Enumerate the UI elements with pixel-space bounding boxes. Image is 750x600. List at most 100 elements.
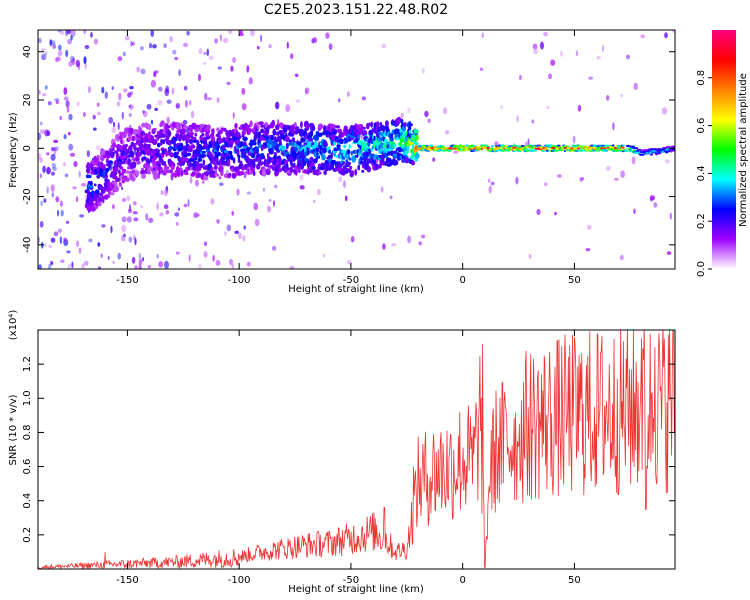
spectrogram-noise-cell: [171, 87, 175, 95]
spectrogram-ridge-cell: [261, 170, 267, 177]
spectrogram-ridge-cell: [205, 170, 209, 177]
spectrogram-noise-cell: [158, 86, 163, 92]
spectrogram-ridge-cell: [167, 131, 172, 136]
spectrogram-noise-cell: [527, 138, 530, 147]
spectrogram-ridge-cell: [246, 146, 251, 152]
spectrogram-ridge-cell: [192, 139, 198, 143]
spectrogram-ridge-cell: [177, 170, 181, 178]
spectrogram-noise-cell: [101, 224, 106, 228]
snr-x-ticks: -150 -100 -50 0 50: [116, 330, 581, 586]
spectrogram-noise-cell: [128, 236, 133, 243]
spectrogram-ridge-cell: [261, 155, 266, 160]
spectrogram-noise-cell: [241, 87, 246, 95]
spectrogram-noise-cell: [633, 208, 636, 214]
spectrogram-noise-cell: [126, 195, 131, 202]
spectrogram-noise-cell: [45, 51, 48, 55]
x-tick-label: -100: [228, 275, 251, 286]
spectrogram-ridge-cell: [128, 157, 131, 165]
spectrogram-ridge-cell: [96, 157, 100, 164]
spectrogram-ridge-cell: [297, 141, 302, 146]
spectrogram-noise-cell: [540, 41, 544, 50]
spectrogram-ridge-cell: [227, 159, 231, 165]
spectrogram-x-ticks: -150 -100 -50 0 50: [116, 30, 581, 286]
spectrogram-noise-cell: [121, 186, 124, 190]
spectrogram-noise-cell: [71, 57, 76, 66]
spectrogram-ridge-cell: [165, 166, 170, 170]
spectrogram-ridge-cell: [307, 137, 314, 142]
spectrogram-ridge-cell: [207, 129, 211, 134]
spectrogram-ridge-cell: [193, 136, 197, 141]
spectrogram-noise-cell: [183, 85, 188, 91]
spectrogram-noise-cell: [83, 56, 87, 65]
spectrogram-ridge-cell: [351, 156, 356, 163]
spectrogram-noise-cell: [190, 110, 195, 119]
spectrogram-noise-cell: [163, 43, 167, 49]
spectrogram-noise-cell: [43, 243, 47, 247]
spectrogram-noise-cell: [216, 97, 220, 104]
spectrogram-ridge-cell: [180, 143, 184, 149]
spectrogram-ridge-cell: [214, 164, 218, 170]
spectrogram-noise-cell: [122, 51, 126, 57]
spectrogram-noise-cell: [104, 91, 109, 99]
colorbar-tick-label: 0.0: [696, 261, 707, 277]
spectrogram-ridge-cell: [125, 159, 128, 165]
spectrogram-noise-cell: [317, 188, 321, 196]
spectrogram-noise-cell: [60, 209, 64, 217]
spectrogram-noise-cell: [140, 68, 146, 75]
spectrogram-ridge-cell: [298, 169, 301, 173]
y-tick-label: 0.6: [22, 459, 33, 475]
spectrogram-noise-cell: [215, 259, 221, 266]
spectrogram-ridge-cell: [173, 142, 177, 147]
spectrogram-noise-cell: [156, 253, 159, 259]
spectrogram-ridge-cell: [222, 145, 226, 150]
spectrogram-noise-cell: [38, 152, 42, 160]
spectrogram-noise-cell: [407, 107, 411, 114]
spectrogram-noise-cell: [64, 173, 69, 178]
spectrogram-noise-cell: [172, 49, 177, 55]
spectrogram-ridge-cell: [180, 156, 186, 163]
spectrogram-noise-cell: [159, 212, 164, 217]
spectrogram-noise-cell: [661, 107, 668, 115]
spectrogram-noise-cell: [148, 217, 154, 223]
spectrogram-noise-cell: [274, 184, 278, 189]
spectrogram-ridge-cell: [238, 135, 242, 139]
spectrogram-ridge-cell: [214, 169, 218, 175]
spectrogram-noise-cell: [203, 92, 208, 101]
spectrogram-noise-cell: [76, 101, 80, 106]
spectrogram-ridge-cell: [600, 144, 606, 147]
spectrogram-ridge-cell: [316, 155, 321, 159]
spectrogram-ridge-cell: [249, 120, 253, 128]
spectrogram-ridge-cell: [89, 185, 93, 189]
spectrogram-noise-cell: [39, 121, 43, 126]
spectrogram-ridge-cell: [323, 140, 328, 147]
spectrogram-ridge-cell: [341, 149, 347, 154]
y-tick-label: 1.2: [22, 356, 33, 372]
spectrogram-noise-cell: [51, 40, 56, 46]
spectrogram-noise-cell: [174, 56, 179, 61]
spectrogram-noise-cell: [389, 195, 393, 200]
spectrogram-noise-cell: [203, 251, 208, 258]
spectrogram-noise-cell: [66, 30, 72, 35]
spectrogram-ridge-cell: [542, 150, 546, 153]
spectrogram-ridge-cell: [176, 151, 180, 155]
spectrogram-noise-cell: [554, 211, 557, 216]
spectrogram-ridge-cell: [187, 166, 191, 171]
spectrogram-noise-cell: [619, 254, 624, 261]
spectrogram-ridge-cell: [343, 144, 347, 149]
spectrogram-ridge-cell: [313, 140, 318, 148]
spectrogram-ridge-cell: [201, 150, 206, 154]
spectrogram-ridge-cell: [141, 173, 146, 179]
spectrogram-ridge-cell: [625, 144, 631, 148]
spectrogram-ridge-cell: [634, 147, 639, 150]
spectrogram-noise-cell: [296, 99, 300, 103]
spectrogram-noise-cell: [443, 107, 448, 115]
spectrogram-noise-cell: [338, 176, 343, 183]
spectrogram-ridge-cell: [101, 195, 105, 201]
spectrogram-noise-cell: [219, 182, 224, 186]
spectrogram-noise-cell: [153, 70, 159, 74]
spectrogram-ridge-cell: [405, 150, 409, 155]
spectrogram-noise-cell: [203, 61, 206, 66]
spectrogram-ridge-cell: [132, 161, 137, 169]
spectrogram-ridge-cell: [378, 155, 383, 159]
spectrogram-ridge-cell: [201, 132, 205, 137]
